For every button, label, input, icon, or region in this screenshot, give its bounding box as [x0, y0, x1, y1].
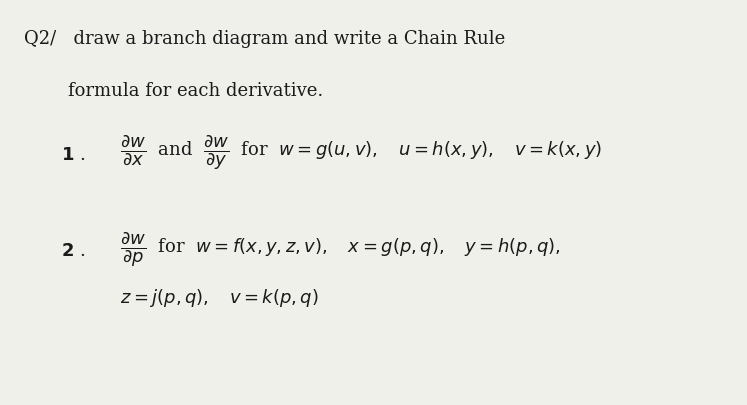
Text: $\mathbf{1}$ .: $\mathbf{1}$ .: [61, 145, 85, 163]
Text: $\dfrac{\partial w}{\partial p}$  for  $w = f(x, y, z, v),$   $x = g(p, q),$   $: $\dfrac{\partial w}{\partial p}$ for $w …: [120, 230, 562, 268]
Text: Q2/   draw a branch diagram and write a Chain Rule: Q2/ draw a branch diagram and write a Ch…: [24, 30, 505, 47]
Text: $\dfrac{\partial w}{\partial x}$  and  $\dfrac{\partial w}{\partial y}$  for  $w: $\dfrac{\partial w}{\partial x}$ and $\d…: [120, 133, 603, 171]
Text: $z = j(p, q),$   $v = k(p, q)$: $z = j(p, q),$ $v = k(p, q)$: [120, 286, 319, 308]
Text: formula for each derivative.: formula for each derivative.: [69, 82, 323, 100]
Text: $\mathbf{2}$ .: $\mathbf{2}$ .: [61, 242, 85, 260]
